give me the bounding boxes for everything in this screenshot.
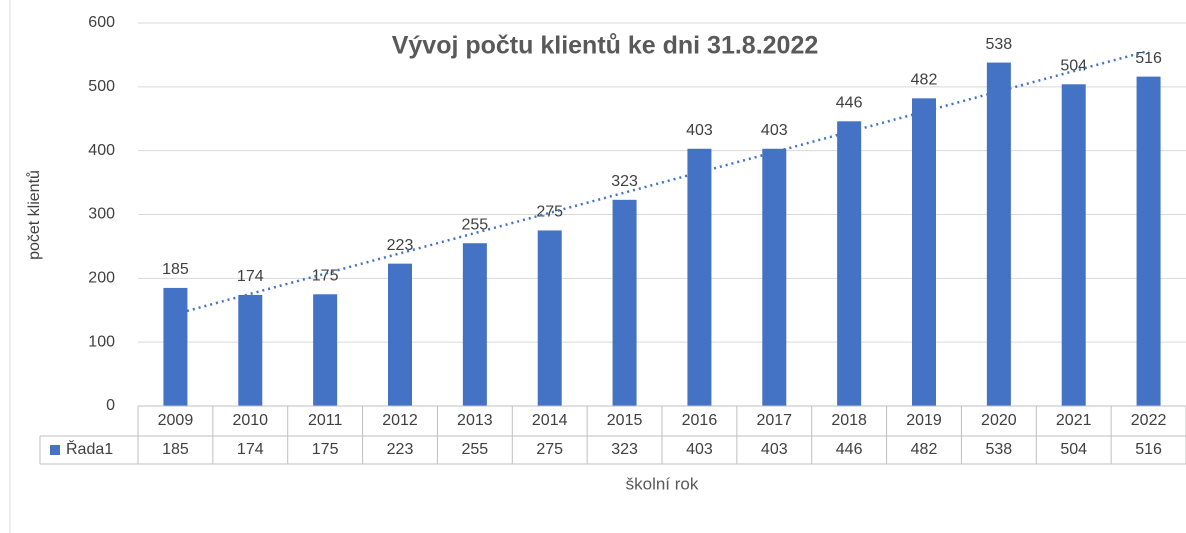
table-value: 403 [686,441,713,458]
data-label: 323 [611,173,638,190]
table-value: 223 [387,441,414,458]
bar [837,121,862,406]
data-label: 403 [686,122,713,139]
data-label: 516 [1135,50,1162,67]
bar [238,294,263,406]
table-value: 538 [986,441,1013,458]
x-axis-title: školní rok [626,474,699,493]
x-tick-label: 2013 [457,412,493,429]
data-label: 185 [162,261,189,278]
x-tick-label: 2022 [1131,412,1167,429]
table-value: 504 [1060,441,1087,458]
bar [1061,84,1086,406]
legend-key [50,445,60,455]
bar [462,243,487,406]
x-tick-label: 2011 [308,412,343,429]
data-label: 446 [836,95,863,112]
y-tick-label: 400 [88,142,115,159]
data-label: 255 [462,216,489,233]
bar [762,148,787,407]
bar [912,98,936,406]
bar [986,62,1011,407]
legend-label: Řada1 [66,439,113,458]
data-label: 403 [761,122,788,139]
data-label: 275 [536,204,563,221]
x-tick-label: 2010 [232,412,268,429]
table-value: 174 [237,441,264,458]
table-value: 275 [536,441,563,458]
table-value: 403 [761,441,788,458]
bar [1136,76,1161,407]
x-tick-label: 2020 [981,412,1017,429]
table-value: 323 [611,441,638,458]
y-tick-label: 500 [88,78,115,95]
data-label: 223 [387,237,414,254]
table-value: 446 [836,441,863,458]
table-value: 516 [1135,441,1162,458]
bar [537,230,562,406]
y-tick-label: 600 [88,14,115,31]
y-tick-label: 300 [88,206,115,223]
x-tick-label: 2015 [607,412,643,429]
x-tick-label: 2012 [382,412,418,429]
chart-title: Vývoj počtu klientů ke dni 31.8.2022 [392,32,819,60]
bar [388,263,412,406]
x-tick-label: 2016 [682,412,718,429]
data-label: 482 [911,72,938,89]
table-value: 255 [462,441,489,458]
y-axis-title: počet klientů [25,170,43,260]
y-tick-label: 0 [106,397,115,414]
y-tick-label: 100 [88,333,115,350]
table-value: 185 [162,441,189,458]
x-tick-label: 2019 [906,412,942,429]
x-tick-label: 2017 [756,412,792,429]
bar [687,148,712,407]
data-label: 538 [986,36,1013,53]
table-value: 175 [312,441,339,458]
x-tick-label: 2009 [158,412,194,429]
bar [612,199,637,406]
y-tick-label: 200 [88,270,115,287]
trendline [175,49,1149,316]
x-tick-label: 2021 [1056,412,1092,429]
x-tick-label: 2018 [831,412,867,429]
bar [313,294,338,406]
table-value: 482 [911,441,938,458]
x-tick-label: 2014 [532,412,568,429]
data-label: 174 [237,268,264,285]
bar [163,287,188,406]
